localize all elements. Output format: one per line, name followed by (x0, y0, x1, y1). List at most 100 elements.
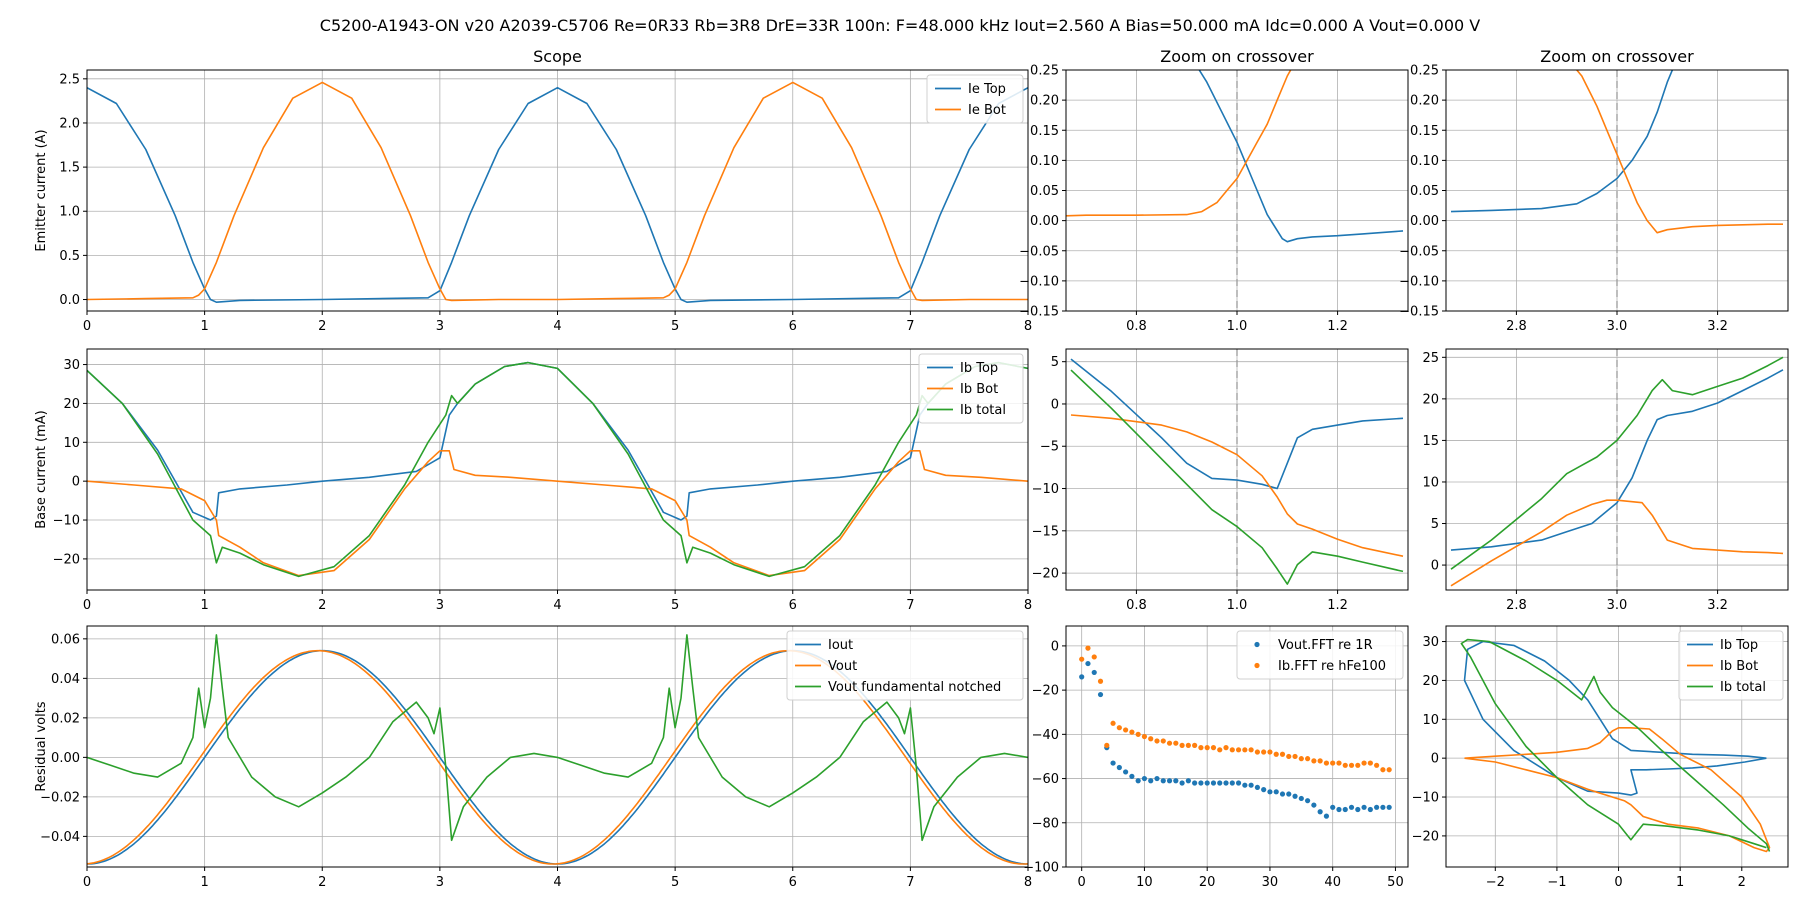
y-tick-label: 0 (1051, 397, 1059, 412)
legend-label: Vout.FFT re 1R (1278, 638, 1373, 653)
data-point (1317, 758, 1323, 764)
x-tick-label: 7 (906, 875, 914, 890)
x-tick-label: 3 (436, 319, 444, 334)
data-point (1223, 780, 1229, 786)
data-point (1154, 775, 1160, 782)
data-point (1304, 798, 1311, 804)
y-tick-label: 20 (1422, 392, 1439, 407)
y-tick-label: −40 (1032, 728, 1059, 743)
data-point (1097, 678, 1104, 684)
grid-lines (86, 349, 1029, 590)
data-point (1386, 804, 1392, 810)
y-tick-label: 0 (1051, 639, 1059, 654)
x-tick-label: 1.2 (1327, 598, 1348, 613)
series-line-Ie Bot (1066, 70, 1292, 217)
y-tick-label: 20 (1422, 674, 1439, 689)
y-tick-label: 0.10 (1410, 154, 1439, 169)
data-point (1079, 656, 1085, 662)
data-point (1217, 780, 1223, 786)
data-point (1079, 674, 1085, 680)
series-line-Ib total (1460, 638, 1771, 852)
y-tick-label: 0.25 (1030, 64, 1059, 79)
data-point (1311, 758, 1317, 764)
series-group (87, 361, 1028, 578)
data-point (1254, 784, 1260, 791)
data-point (1110, 760, 1116, 766)
panel-zoom1_base: 0.8 1.0 1.2 −20 −15 −10 −5 0 5 (1032, 348, 1409, 613)
panel-title: Zoom on crossover (1540, 47, 1694, 66)
data-point (1380, 767, 1386, 773)
series-line-Ib total (1450, 356, 1784, 570)
legend-label: Ib Bot (960, 382, 998, 397)
ticks: 2.8 3.0 3.2 0 5 10 15 20 25 (1422, 351, 1727, 613)
data-point (1286, 791, 1292, 797)
panel-fft: 0 10 20 30 40 50 −100 −80 −60 −40 −20 0 Vout.FFT re … (1023, 625, 1409, 890)
x-tick-label: 1.2 (1327, 319, 1348, 334)
x-tick-label: 2 (318, 319, 326, 334)
legend-box (1678, 630, 1784, 701)
x-tick-label: 2 (318, 598, 326, 613)
y-tick-label: −10 (1032, 482, 1059, 497)
data-point (1141, 733, 1148, 740)
ticks: 0 1 2 3 4 5 6 7 8 −0.04 −0.02 0.00 0.02 0.04 0.06 (40, 632, 1032, 890)
y-tick-label: 0.06 (51, 632, 80, 647)
y-tick-label: −10 (53, 514, 80, 529)
data-point (1323, 760, 1330, 766)
data-point (1317, 809, 1323, 815)
y-axis-label: Base current (mA) (34, 410, 49, 529)
data-point (1348, 804, 1355, 810)
data-point (1374, 804, 1380, 810)
data-point (1160, 778, 1166, 784)
y-tick-label: −15 (1032, 524, 1059, 539)
data-point (1242, 782, 1248, 788)
data-point (1141, 775, 1148, 782)
data-point (1374, 762, 1380, 768)
x-tick-label: 2 (1738, 875, 1746, 890)
ticks: 2.8 3.0 3.2 −0.15 −0.10 −0.05 0.00 0.05 0.10 0.15… (1399, 64, 1728, 335)
data-point (1342, 806, 1348, 813)
ticks: 0.8 1.0 1.2 −0.15 −0.10 −0.05 0.00 0.05 0.10 0.15… (1019, 64, 1348, 335)
data-point (1154, 738, 1160, 744)
x-tick-label: 40 (1324, 875, 1341, 890)
panel-zoom3_base: 2.8 3.0 3.2 0 5 10 15 20 25 (1422, 348, 1789, 613)
y-tick-label: 0.10 (1030, 154, 1059, 169)
panel-zoom3_emitter: 2.8 3.0 3.2 −0.15 −0.10 −0.05 0.00 0.05 0.10 0.15… (1399, 47, 1789, 335)
x-tick-label: −1 (1547, 875, 1566, 890)
ticks: 0.8 1.0 1.2 −20 −15 −10 −5 0 5 (1032, 355, 1348, 613)
data-point (1242, 747, 1248, 753)
series-Vout.FFT re 1R (1079, 660, 1392, 819)
x-tick-label: 2.8 (1506, 319, 1527, 334)
x-tick-label: 0 (1614, 875, 1622, 890)
x-tick-label: 8 (1024, 319, 1032, 334)
y-tick-label: 5 (1051, 355, 1059, 370)
data-point (1235, 780, 1242, 786)
x-tick-label: 0.8 (1126, 319, 1147, 334)
y-tick-label: 15 (1422, 434, 1439, 449)
x-tick-label: 0 (83, 319, 91, 334)
x-tick-label: 8 (1024, 875, 1032, 890)
data-point (1304, 756, 1311, 762)
x-tick-label: 5 (671, 319, 679, 334)
data-point (1173, 740, 1179, 746)
data-point (1166, 778, 1173, 784)
data-point (1267, 789, 1273, 795)
data-point (1254, 749, 1260, 755)
y-tick-label: 0.15 (1410, 124, 1439, 139)
series-group (1070, 358, 1404, 585)
legend-label: Ib.FFT re hFe100 (1278, 659, 1386, 674)
x-tick-label: 2 (318, 875, 326, 890)
data-point (1330, 760, 1336, 766)
data-point (1286, 753, 1292, 760)
series-line-Ib Top (1463, 640, 1767, 796)
y-tick-label: 0.5 (59, 249, 80, 264)
y-axis-label: Emitter current (A) (34, 129, 49, 251)
y-tick-label: 25 (1422, 351, 1439, 366)
series-group (1066, 70, 1404, 243)
data-point (1279, 751, 1286, 757)
data-point (1166, 740, 1173, 746)
legend: Ib Top Ib Bot Ib total (1678, 630, 1784, 701)
x-tick-label: 3.2 (1707, 319, 1728, 334)
y-tick-label: 30 (63, 358, 80, 373)
series-Ib.FFT re hFe100 (1079, 645, 1392, 773)
